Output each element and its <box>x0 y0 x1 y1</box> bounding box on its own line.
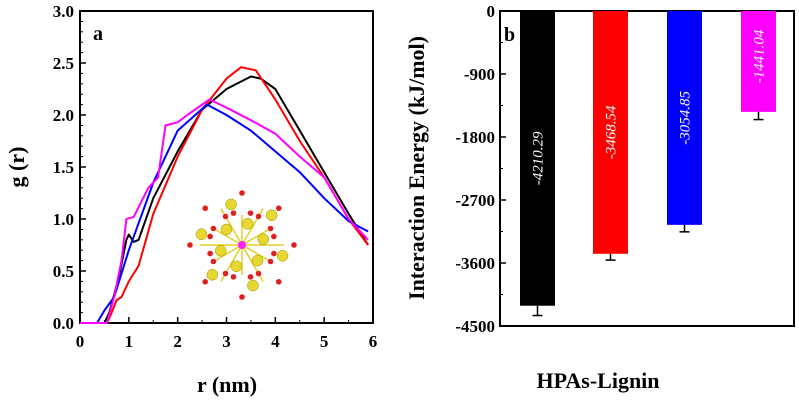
metal-atom <box>195 228 208 240</box>
y-tick-label: 0 <box>487 2 496 21</box>
molecule-structure-inset <box>187 190 297 300</box>
oxygen-atom <box>271 250 277 257</box>
bond <box>241 244 269 261</box>
y-tick-label: 1.0 <box>53 210 74 229</box>
oxygen-atom <box>210 225 217 232</box>
metal-atom <box>265 209 278 221</box>
metal-atom <box>230 260 243 273</box>
x-tick-label: 5 <box>320 332 329 351</box>
oxygen-atom <box>267 225 274 232</box>
y-tick-label: 3.0 <box>53 2 74 21</box>
x-tick-label: 1 <box>125 332 134 351</box>
x-tick-label: 3 <box>222 332 231 351</box>
x-axis-title-b: HPAs-Lignin <box>536 368 659 393</box>
metal-atom <box>276 250 289 262</box>
metal-atom <box>241 217 254 230</box>
oxygen-atom <box>202 278 209 285</box>
bar-value-label: -3468.54 <box>604 105 620 159</box>
oxygen-atom <box>247 274 254 280</box>
panel-a-rdf-plot: a r (nm) g (r) 0 1 2 3 4 5 6 0.0 0.5 1.0 1.5 2.0 2.5… <box>4 2 377 397</box>
y-tick-label: -4500 <box>455 317 495 336</box>
metal-atom <box>206 269 219 281</box>
x-axis-title: r (nm) <box>197 372 257 397</box>
panel-b-label: b <box>504 24 515 46</box>
rdf-series-line-2 <box>80 66 369 324</box>
bar-value-label: -4210.29 <box>531 131 547 185</box>
panel-a-label: a <box>93 23 103 45</box>
oxygen-atom <box>207 250 213 257</box>
oxygen-atom <box>187 242 193 248</box>
x-tick-label: 0 <box>76 332 85 351</box>
metal-atom <box>257 233 269 246</box>
bar-4 <box>741 11 776 112</box>
metal-atom <box>225 198 237 211</box>
oxygen-atom <box>239 294 245 300</box>
bond <box>215 244 243 261</box>
oxygen-atom <box>271 233 277 240</box>
oxygen-atom <box>275 278 282 285</box>
oxygen-atom <box>291 242 297 248</box>
bond <box>241 229 269 246</box>
metal-atom <box>247 279 259 292</box>
oxygen-atom <box>230 274 237 280</box>
y-tick-label: 2.0 <box>53 106 74 125</box>
oxygen-atom <box>255 270 262 277</box>
x-tick-label: 2 <box>173 332 182 351</box>
oxygen-atom <box>210 258 217 265</box>
y-tick-label: 1.5 <box>53 158 74 177</box>
oxygen-atom <box>222 270 229 277</box>
y-tick-label: 0.0 <box>53 314 74 333</box>
y-tick-label: -1800 <box>455 128 495 147</box>
oxygen-atom <box>247 210 254 216</box>
y-tick-label: -900 <box>464 65 495 84</box>
plot-a-frame <box>79 10 374 324</box>
oxygen-atom <box>207 233 213 240</box>
bar-1 <box>520 11 555 306</box>
y-tick-label: -2700 <box>455 191 495 210</box>
central-atom <box>238 241 246 249</box>
y-tick-label: 0.5 <box>53 262 74 281</box>
metal-atom <box>215 244 227 257</box>
x-tick-label: 6 <box>369 332 378 351</box>
oxygen-atom <box>255 213 262 220</box>
bar-value-label: -1441.04 <box>752 29 768 83</box>
oxygen-atom <box>230 210 237 216</box>
y-axis-title: g (r) <box>4 147 29 188</box>
y-tick-label: 2.5 <box>53 54 74 73</box>
metal-atom <box>251 254 264 267</box>
oxygen-atom <box>267 258 274 265</box>
metal-atom <box>220 223 233 236</box>
bar-3 <box>667 11 702 225</box>
y-axis-title-b: Interaction Energy (kJ/mol) <box>404 36 429 300</box>
rdf-series-line-4 <box>80 98 369 324</box>
oxygen-atom <box>275 205 282 212</box>
oxygen-atom <box>239 190 245 196</box>
rdf-series-line-3 <box>80 103 369 324</box>
bar-value-label: -3054.85 <box>678 91 694 145</box>
oxygen-atom <box>222 213 229 220</box>
x-tick-label: 4 <box>271 332 280 351</box>
bar-2 <box>593 11 628 254</box>
y-tick-label: -3600 <box>455 254 495 273</box>
oxygen-atom <box>202 205 209 212</box>
panel-b-bar-chart: b HPAs-Lignin Interaction Energy (kJ/mol… <box>404 2 795 393</box>
bond <box>215 229 243 246</box>
